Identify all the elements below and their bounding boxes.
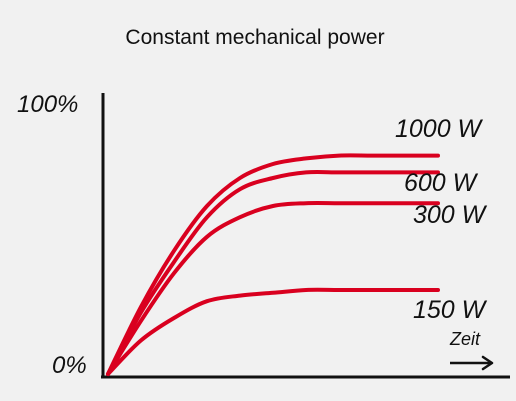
- series-line-600w: [106, 170, 440, 376]
- y-tick-label-100: 100%: [17, 91, 79, 118]
- series-label-600w: 600 W: [404, 169, 477, 197]
- series-line-300w: [106, 200, 440, 376]
- series-line-150w: [106, 287, 440, 376]
- x-axis-label: Zeit: [450, 329, 481, 349]
- series-label-1000w: 1000 W: [395, 115, 482, 143]
- axes: [101, 93, 510, 379]
- series-label-300w: 300 W: [413, 201, 486, 229]
- y-tick-label-0: 0%: [52, 352, 87, 379]
- time-arrow-head: [481, 355, 494, 371]
- series-label-150w: 150 W: [413, 296, 486, 324]
- series-group: [106, 153, 440, 376]
- chart-title: Constant mechanical power: [125, 26, 385, 49]
- series-line-1000w: [106, 153, 440, 376]
